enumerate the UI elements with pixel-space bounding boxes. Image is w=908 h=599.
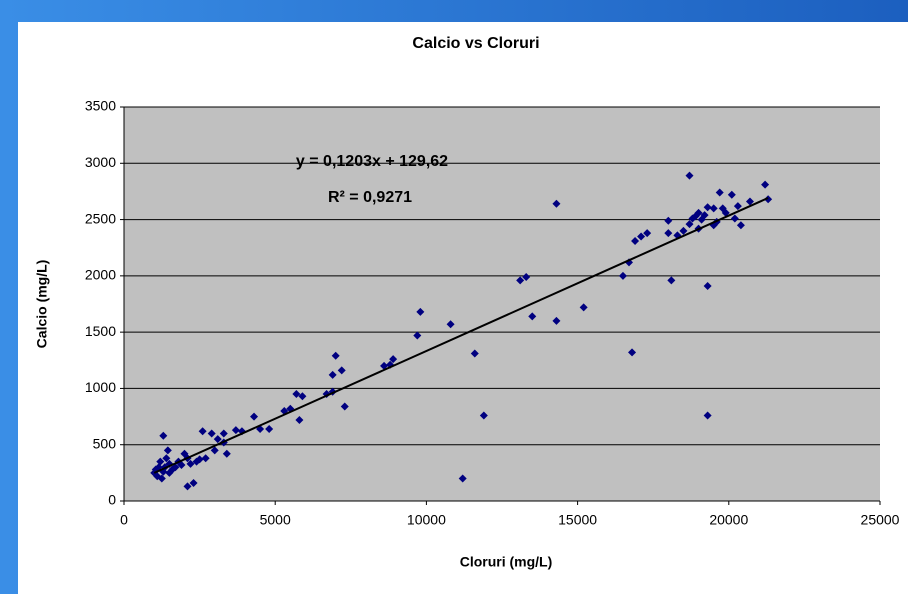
y-axis-label: Calcio (mg/L) [34, 260, 50, 349]
point [470, 349, 479, 358]
point [700, 211, 709, 220]
point [231, 426, 240, 435]
point [761, 180, 770, 189]
point [709, 204, 718, 213]
point [295, 415, 304, 424]
point [703, 281, 712, 290]
point [219, 429, 228, 438]
point [292, 390, 301, 399]
point [446, 320, 455, 329]
point [265, 424, 274, 433]
point [637, 232, 646, 241]
point [389, 355, 398, 364]
point [416, 307, 425, 316]
point [458, 474, 467, 483]
point [207, 429, 216, 438]
y-tick-label: 1500 [85, 323, 116, 339]
point [703, 411, 712, 420]
trendline-equation: y = 0,1203x + 129,62 [296, 153, 448, 170]
point [667, 276, 676, 285]
point [157, 474, 166, 483]
point [186, 459, 195, 468]
y-tick-label: 2500 [85, 210, 116, 226]
point [331, 351, 340, 360]
point [528, 312, 537, 321]
point [727, 190, 736, 199]
x-tick-label: 15000 [558, 512, 597, 528]
y-tick-label: 1000 [85, 379, 116, 395]
point [222, 449, 231, 458]
point [413, 331, 422, 340]
plot-area [124, 107, 880, 501]
point [703, 203, 712, 212]
y-tick-label: 3000 [85, 154, 116, 170]
y-tick-label: 2000 [85, 267, 116, 283]
point [210, 446, 219, 455]
point [522, 272, 531, 281]
point [250, 412, 259, 421]
x-tick-label: 5000 [260, 512, 291, 528]
point [189, 478, 198, 487]
point [631, 236, 640, 245]
point [736, 221, 745, 230]
x-tick-label: 0 [120, 512, 128, 528]
point [198, 427, 207, 436]
point [337, 366, 346, 375]
point [183, 482, 192, 491]
point [730, 214, 739, 223]
y-tick-label: 3500 [85, 98, 116, 114]
point [195, 455, 204, 464]
point [201, 454, 210, 463]
point [516, 276, 525, 285]
chart-title: Calcio vs Cloruri [412, 35, 539, 52]
point [721, 208, 730, 217]
x-tick-label: 20000 [709, 512, 748, 528]
point [380, 361, 389, 370]
point [298, 392, 307, 401]
point [479, 411, 488, 420]
point [162, 454, 171, 463]
point [685, 220, 694, 229]
x-tick-label: 10000 [407, 512, 446, 528]
point [664, 229, 673, 238]
point [733, 202, 742, 211]
x-tick-label: 25000 [861, 512, 900, 528]
point [213, 435, 222, 444]
point [685, 171, 694, 180]
point [664, 216, 673, 225]
x-axis-label: Cloruri (mg/L) [460, 554, 553, 570]
point [163, 446, 172, 455]
point [159, 431, 168, 440]
point [715, 188, 724, 197]
r-squared: R² = 0,9271 [328, 189, 412, 206]
point [328, 370, 337, 379]
point [643, 229, 652, 238]
point [177, 460, 186, 469]
point [552, 316, 561, 325]
point [552, 199, 561, 208]
point [156, 457, 165, 466]
point [679, 226, 688, 235]
point [628, 348, 637, 357]
trendline [153, 197, 769, 474]
point [340, 402, 349, 411]
point [764, 195, 773, 204]
y-tick-label: 0 [108, 492, 116, 508]
point [694, 208, 703, 217]
point [745, 197, 754, 206]
point [579, 303, 588, 312]
point [618, 271, 627, 280]
y-tick-label: 500 [93, 435, 117, 451]
